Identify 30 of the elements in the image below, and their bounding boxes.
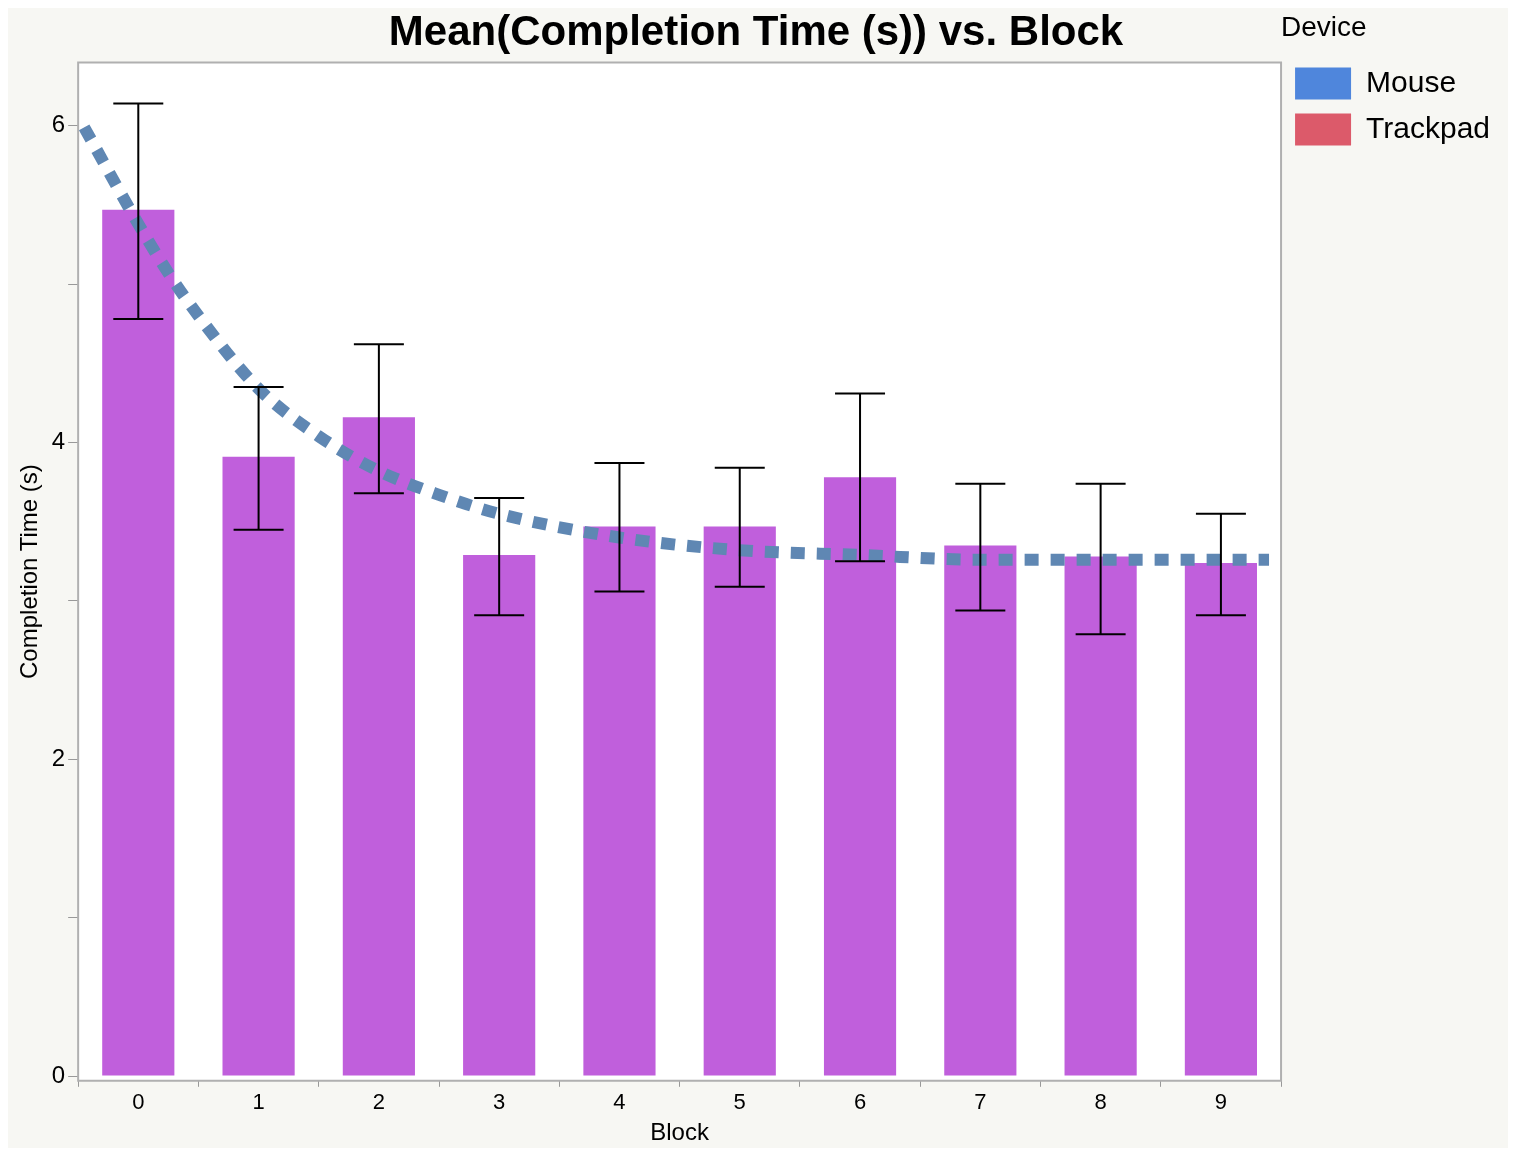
x-tick-label: 6: [853, 1089, 867, 1115]
y-tick-label: 2: [51, 743, 66, 771]
x-tick-label: 9: [1214, 1089, 1228, 1115]
bar: [583, 526, 656, 1076]
x-tick-label: 0: [132, 1089, 145, 1115]
chart-title: Mean(Completion Time (s)) vs. Block: [388, 6, 1124, 54]
x-tick-label: 3: [493, 1089, 506, 1115]
y-tick-label: 0: [51, 1060, 66, 1088]
x-tick-label: 5: [733, 1089, 746, 1115]
x-tick-label: 2: [372, 1089, 385, 1115]
x-tick-label: 7: [974, 1089, 987, 1115]
bar: [944, 545, 1017, 1076]
bar: [222, 456, 295, 1076]
bar: [703, 526, 776, 1076]
y-axis-title: Completion Time (s): [15, 464, 43, 679]
y-tick-label: 6: [51, 110, 66, 138]
bar: [342, 417, 415, 1076]
bar: [823, 477, 897, 1076]
bar: [102, 209, 175, 1076]
legend-title: Device: [1281, 10, 1367, 42]
legend-label: Trackpad: [1366, 110, 1491, 144]
x-tick-label: 4: [613, 1089, 626, 1115]
bar: [1184, 562, 1257, 1076]
legend-label: Mouse: [1366, 64, 1457, 98]
x-tick-label: 1: [252, 1089, 265, 1115]
bar: [463, 554, 536, 1076]
x-axis-title: Block: [650, 1118, 710, 1146]
bar: [1064, 556, 1137, 1076]
x-tick-label: 8: [1094, 1089, 1107, 1115]
y-tick-label: 4: [51, 427, 66, 455]
